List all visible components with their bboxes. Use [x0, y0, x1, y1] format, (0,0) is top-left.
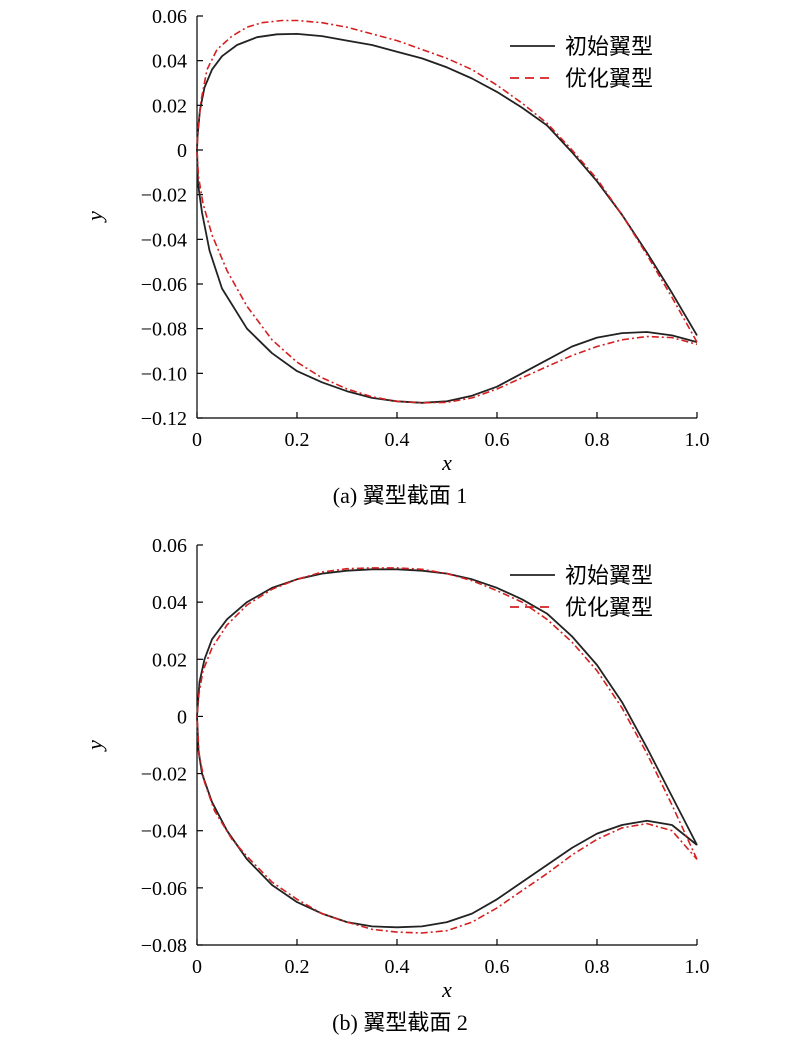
y-tick-label: 0.06 — [152, 6, 187, 28]
x-tick-label: 0.8 — [585, 429, 610, 451]
x-tick-label: 0.2 — [285, 956, 310, 978]
y-axis-title: y — [82, 211, 107, 223]
y-axis-title: y — [82, 740, 107, 752]
x-axis-title: x — [441, 450, 452, 475]
legend-label: 初始翼型 — [565, 564, 653, 589]
y-tick-label: 0 — [177, 706, 187, 728]
y-tick-label: 0.04 — [152, 51, 187, 73]
x-tick-label: 0.4 — [385, 429, 410, 451]
legend-label: 优化翼型 — [565, 67, 653, 92]
y-tick-label: 0 — [177, 140, 187, 162]
x-tick-label: 0 — [192, 956, 202, 978]
x-axis-title: x — [441, 977, 452, 1002]
panel-a: 0.06 0.04 0.02 0 −0.02 −0.04 −0.06 −0.08 −0.10 −0… — [82, 6, 710, 508]
y-tick-label: −0.08 — [141, 319, 187, 341]
y-tick-label: −0.06 — [141, 274, 187, 296]
series-line-optimized — [196, 567, 698, 934]
y-tick-label: 0.04 — [152, 592, 187, 614]
panel-caption: (a) 翼型截面 1 — [333, 483, 467, 508]
x-tick-label: 0.6 — [485, 429, 510, 451]
legend-label: 初始翼型 — [565, 35, 653, 60]
y-tick-label: −0.02 — [141, 185, 187, 207]
x-tick-label: 1.0 — [685, 429, 710, 451]
series-line-initial — [196, 568, 698, 929]
y-tick-label: −0.04 — [141, 821, 187, 843]
y-tick-label: 0.02 — [152, 95, 187, 117]
y-tick-label: 0.02 — [152, 649, 187, 671]
panel-caption: (b) 翼型截面 2 — [332, 1010, 468, 1035]
y-tick-label: −0.08 — [141, 935, 187, 957]
y-tick-label: −0.06 — [141, 878, 187, 900]
x-tick-label: 0.2 — [285, 429, 310, 451]
x-tick-label: 1.0 — [685, 956, 710, 978]
y-tick-label: −0.02 — [141, 764, 187, 786]
x-tick-label: 0.6 — [485, 956, 510, 978]
y-tick-label: −0.12 — [141, 408, 187, 430]
y-tick-label: −0.04 — [141, 229, 187, 251]
panel-b: 0.060.040.020−0.02−0.04−0.06−0.080 0.2 0.4… — [82, 535, 710, 1035]
x-tick-label: 0.4 — [385, 956, 410, 978]
y-tick-label: −0.10 — [141, 363, 187, 385]
x-tick-label: 0 — [192, 429, 202, 451]
series-line-initial — [196, 33, 698, 404]
series-line-optimized — [196, 19, 698, 404]
legend-label: 优化翼型 — [565, 596, 653, 621]
y-tick-label: 0.06 — [152, 535, 187, 557]
x-tick-label: 0.8 — [585, 956, 610, 978]
